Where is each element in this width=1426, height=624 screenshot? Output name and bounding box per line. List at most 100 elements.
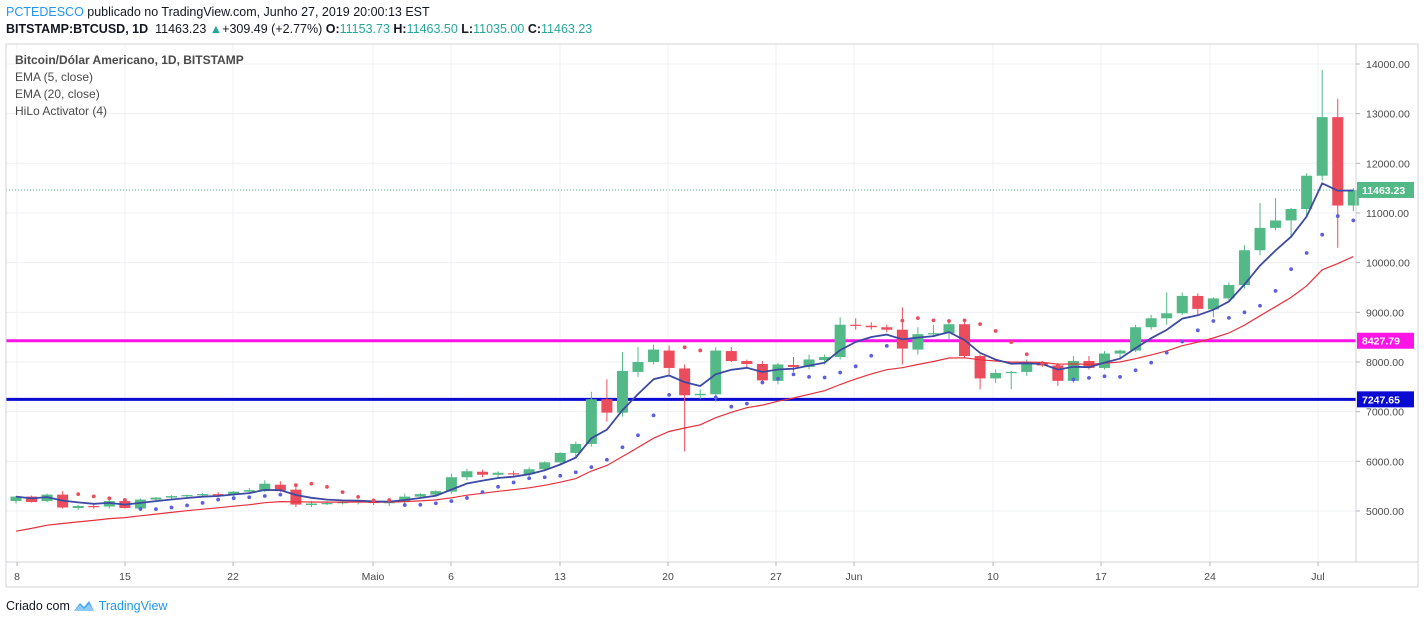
horizontal-levels (6, 189, 1356, 401)
low-value: 11035.00 (473, 22, 525, 36)
hilo-dot (931, 318, 936, 323)
hilo-dot (185, 503, 189, 508)
legend-hilo[interactable]: HiLo Activator (4) (15, 104, 108, 118)
candle-body (492, 472, 504, 475)
change-value: +309.49 (+2.77%) (222, 22, 323, 36)
hilo-dot (978, 322, 982, 327)
candle-body (197, 494, 209, 496)
candle-body (585, 399, 597, 444)
chart-frame (5, 43, 1419, 588)
hilo-dot (1335, 214, 1340, 218)
candle-body (648, 349, 660, 362)
hilo-dot (340, 490, 345, 495)
hilo-dot (838, 370, 843, 375)
candle-body (1207, 298, 1219, 310)
candle-body (741, 360, 753, 364)
candle-body (477, 471, 488, 475)
footer: Criado com TradingView (6, 599, 167, 613)
price-axis[interactable]: 5000.00 6000.00 7000.00 8000.00 9000.00 10000… (1356, 59, 1410, 518)
high-label: H: (393, 22, 407, 36)
candle-body (1130, 327, 1142, 351)
candle (461, 468, 473, 481)
hilo-dot (200, 501, 205, 505)
x-tick-label: 10 (987, 571, 999, 583)
candle-body (710, 350, 722, 395)
candle-body (228, 491, 240, 495)
x-tick-label: 15 (119, 571, 131, 583)
x-tick-label: 27 (770, 571, 782, 583)
candle-body (1192, 295, 1204, 309)
hilo-dot (138, 506, 143, 511)
candle-body (461, 471, 473, 478)
tradingview-logo-icon[interactable] (73, 599, 98, 613)
resistance-tag-bg (1357, 332, 1414, 349)
hilo-dot (1195, 328, 1200, 333)
candle-body (632, 361, 644, 372)
candle (1223, 282, 1235, 303)
hilo-dot (262, 494, 267, 498)
candle (1332, 98, 1344, 248)
candle-body (243, 490, 255, 492)
hilo-dot (1351, 218, 1356, 223)
candle-body (181, 495, 193, 497)
candle-body (321, 503, 333, 505)
hilo-dot (465, 496, 469, 500)
candle-body (134, 499, 146, 509)
hilo-dot (1211, 319, 1216, 323)
candle-body (523, 469, 535, 475)
candle-body (1005, 371, 1017, 374)
candle (648, 344, 660, 365)
candle-body (1285, 209, 1297, 221)
hilo-dot (371, 498, 376, 503)
candle-body (554, 452, 566, 463)
hilo-dot (433, 501, 438, 506)
legend-ema5[interactable]: EMA (5, close) (15, 70, 94, 84)
candle-body (943, 324, 955, 334)
candle-body (10, 496, 22, 502)
hilo-dot (822, 375, 827, 380)
candle-body (212, 494, 224, 496)
candle-body (788, 364, 799, 367)
hilo-dot (791, 372, 796, 377)
time-axis[interactable]: 8 15 22 Maio 6 13 20 27 Jun 10 17 24 Jul (14, 562, 1325, 583)
legend-ema20[interactable]: EMA (20, close) (15, 87, 100, 101)
candle (601, 379, 613, 422)
candle (834, 317, 846, 360)
hilo-dot (1304, 251, 1309, 255)
candle-body (912, 334, 924, 350)
open-label: O: (325, 22, 340, 36)
candle (1301, 173, 1313, 216)
hilo-dot (231, 496, 236, 501)
hilo-dot (1071, 377, 1076, 382)
x-tick-label: 6 (448, 571, 454, 583)
hilo-dot (713, 395, 718, 400)
hilo-dot (729, 404, 734, 409)
author-name[interactable]: PCTEDESCO (6, 5, 84, 19)
candle-body (663, 350, 675, 368)
x-tick-label: Maio (362, 571, 385, 583)
candle-body (772, 364, 784, 381)
candle-body (150, 497, 162, 500)
ema-lines (15, 182, 1354, 532)
candle-body (1161, 313, 1173, 319)
hilo-dot (496, 484, 500, 489)
candle (570, 441, 582, 457)
hilo-dot (1289, 267, 1293, 272)
hilo-dot (807, 374, 811, 379)
hilo-dot (542, 475, 547, 480)
publish-info: PCTEDESCO publicado no TradingView.com, … (6, 5, 430, 19)
candle-body (259, 483, 271, 492)
candle (927, 324, 939, 338)
hilo-dot (1227, 316, 1231, 320)
support-tag-text: 7247.65 (1362, 394, 1400, 406)
hilo-dot (122, 498, 127, 502)
legend-title: Bitcoin/Dólar Americano, 1D, BITSTAMP (15, 53, 244, 67)
footer-brand[interactable]: TradingView (98, 599, 168, 613)
y-tick-label: 11000.00 (1366, 208, 1409, 220)
chart-grid (6, 44, 1356, 562)
hilo-dot (558, 473, 563, 478)
candle-body (1099, 353, 1110, 368)
candle (679, 364, 691, 452)
candle-body (694, 393, 706, 396)
